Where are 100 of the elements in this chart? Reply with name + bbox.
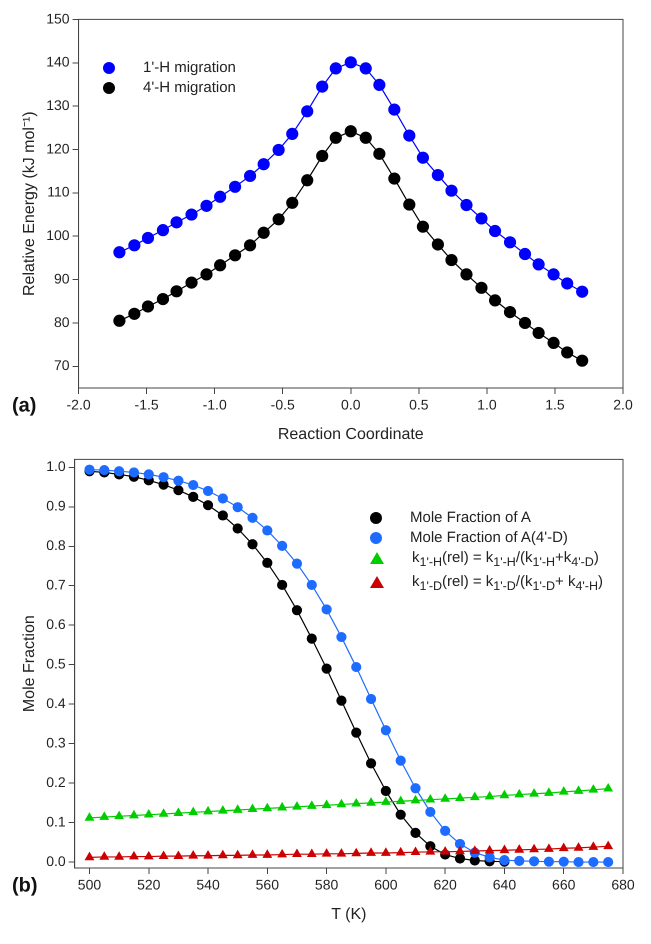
- point: [292, 605, 302, 616]
- y-tick-label: 0.8: [46, 537, 66, 554]
- point: [248, 804, 257, 812]
- point: [514, 789, 524, 798]
- point: [588, 856, 598, 868]
- point: [588, 784, 598, 793]
- point: [411, 795, 420, 804]
- y-axis-title: Mole Fraction: [21, 615, 38, 712]
- point: [351, 662, 362, 672]
- point: [218, 850, 228, 858]
- point: [277, 580, 288, 590]
- point: [455, 793, 464, 801]
- point: [322, 848, 332, 857]
- point: [454, 853, 466, 864]
- point: [185, 276, 198, 289]
- point: [144, 469, 154, 480]
- point: [244, 239, 256, 252]
- point: [188, 492, 198, 502]
- point: [500, 790, 509, 798]
- point: [292, 849, 302, 858]
- x-tick-label: 0.5: [409, 396, 429, 412]
- point: [218, 493, 228, 504]
- point: [484, 852, 495, 862]
- point: [360, 62, 372, 74]
- point: [307, 849, 316, 858]
- point: [373, 148, 386, 160]
- text: k$_{1'-H}$(rel) = k$_{1'-H}$/(k$_{1'-H}$+k$_{4'-D}$): [412, 549, 599, 569]
- point: [129, 810, 138, 818]
- x-axis-title: T (K): [331, 906, 366, 923]
- point: [214, 259, 226, 272]
- point: [426, 846, 435, 855]
- point: [532, 258, 545, 271]
- point: [301, 105, 314, 118]
- point: [218, 510, 228, 521]
- point: [262, 525, 272, 536]
- point: [344, 56, 357, 68]
- point: [336, 632, 347, 642]
- point: [504, 236, 516, 248]
- point: [128, 239, 140, 252]
- point: [344, 125, 357, 138]
- x-tick-label: 500: [78, 876, 102, 892]
- x-tick-label: 620: [433, 876, 458, 892]
- y-tick-label: 100: [46, 227, 70, 244]
- point: [232, 523, 243, 534]
- point: [475, 212, 488, 225]
- point: [544, 788, 554, 796]
- point: [426, 794, 435, 803]
- point: [185, 208, 198, 221]
- point: [262, 850, 272, 858]
- point: [114, 466, 124, 476]
- point: [142, 300, 154, 313]
- point: [460, 198, 473, 212]
- point: [504, 306, 516, 318]
- y-tick-label: 0.4: [46, 695, 66, 712]
- point: [233, 804, 242, 813]
- point: [396, 756, 406, 766]
- point: [403, 198, 416, 211]
- point: [258, 158, 270, 170]
- point: [330, 62, 342, 74]
- y-tick-label: 0.9: [46, 498, 66, 514]
- point: [233, 850, 242, 858]
- point: [366, 798, 376, 806]
- y-tick-label: 110: [47, 184, 70, 200]
- point: [286, 196, 298, 209]
- point: [440, 846, 450, 855]
- x-tick-label: 540: [196, 876, 220, 892]
- point: [381, 848, 390, 856]
- point: [547, 268, 560, 280]
- point: [128, 308, 140, 320]
- point: [576, 354, 588, 367]
- y-tick-label: 70: [54, 357, 70, 374]
- x-axis-title: Reaction Coordinate: [278, 426, 424, 443]
- point: [202, 486, 214, 496]
- point: [574, 786, 584, 794]
- point: [336, 799, 346, 808]
- point: [258, 226, 270, 239]
- point: [248, 850, 257, 858]
- x-tick-label: 560: [256, 876, 280, 892]
- point: [432, 238, 444, 251]
- text: (a): [12, 394, 36, 417]
- point: [454, 838, 466, 850]
- point: [532, 326, 545, 340]
- point: [202, 500, 214, 510]
- point: [396, 796, 406, 804]
- point: [188, 480, 198, 490]
- point: [292, 802, 302, 810]
- point: [228, 180, 242, 193]
- point: [200, 268, 213, 280]
- y-tick-label: 0.0: [46, 852, 66, 869]
- point: [156, 224, 170, 236]
- point: [445, 184, 458, 197]
- point: [410, 828, 421, 838]
- point: [425, 806, 436, 818]
- point: [159, 851, 168, 860]
- legend-label: Mole Fraction of A(4'-D): [410, 529, 568, 546]
- x-tick-label: 660: [552, 876, 576, 892]
- point: [440, 794, 450, 802]
- x-tick-label: 520: [137, 876, 161, 892]
- x-tick-label: 1.5: [545, 396, 565, 412]
- point: [170, 285, 183, 298]
